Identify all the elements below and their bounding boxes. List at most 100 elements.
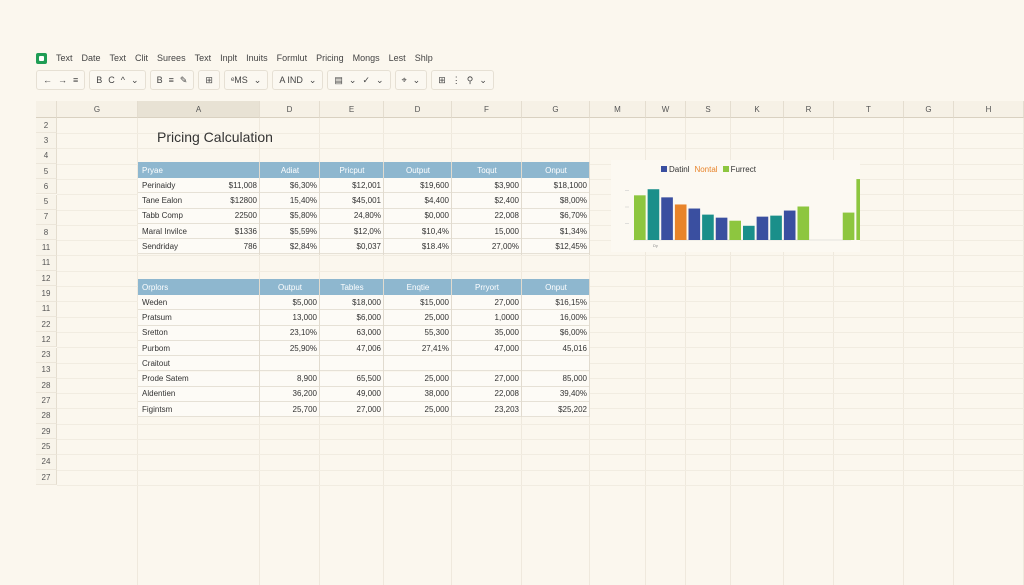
row-header[interactable]: 5 xyxy=(36,194,57,210)
chart-bar[interactable] xyxy=(715,217,728,240)
menu-item[interactable]: Pricing xyxy=(316,53,344,63)
table-cell[interactable]: 65,500 xyxy=(356,374,381,384)
table-cell[interactable]: $12800 xyxy=(230,195,257,205)
column-header[interactable]: G xyxy=(904,101,954,118)
column-header[interactable]: H xyxy=(954,101,1024,118)
column-header[interactable]: M xyxy=(590,101,646,118)
row-header[interactable]: 29 xyxy=(36,424,57,440)
table-cell[interactable]: $5,59% xyxy=(289,226,317,236)
table-cell[interactable]: $5,80% xyxy=(289,211,317,221)
table-cell[interactable]: 27,41% xyxy=(421,343,449,353)
table-cell[interactable]: $12,001 xyxy=(352,180,381,190)
table-cell[interactable]: 55,300 xyxy=(424,328,449,338)
font-select[interactable]: ᵉMS xyxy=(230,75,248,85)
table-cell[interactable]: $6,30% xyxy=(289,180,317,190)
check-icon[interactable]: ✓ xyxy=(362,74,371,85)
chart-bar[interactable] xyxy=(743,225,755,240)
table-cell[interactable]: Prode Satem xyxy=(142,374,189,384)
table-header-cell[interactable]: Enqtie xyxy=(406,282,430,292)
table-cell[interactable]: 25,90% xyxy=(289,343,317,353)
table-cell[interactable]: 27,00% xyxy=(491,241,519,251)
row-header[interactable]: 27 xyxy=(36,469,57,486)
chart-bar[interactable] xyxy=(729,220,741,240)
row-header[interactable]: 11 xyxy=(36,240,57,256)
table-cell[interactable]: 36,200 xyxy=(292,389,317,399)
table-cell[interactable]: 27,000 xyxy=(494,297,519,307)
table-cell[interactable]: $25,202 xyxy=(558,404,587,414)
table-header-cell[interactable]: Orplors xyxy=(142,282,169,292)
chart-bar[interactable] xyxy=(783,210,796,240)
row-header[interactable]: 8 xyxy=(36,225,57,241)
table-cell[interactable]: 38,000 xyxy=(424,389,449,399)
table-cell[interactable]: $3,900 xyxy=(494,180,519,190)
chevron-down-icon[interactable]: ⌄ xyxy=(131,74,139,85)
column-header[interactable]: G xyxy=(57,101,138,118)
row-header[interactable]: 5 xyxy=(36,163,57,180)
table-cell[interactable]: $5,000 xyxy=(292,297,317,307)
chart-bar[interactable] xyxy=(842,212,855,240)
table-cell[interactable] xyxy=(384,356,452,370)
table-header-cell[interactable]: Onput xyxy=(545,282,567,292)
chart-bar[interactable] xyxy=(702,214,714,240)
table-cell[interactable]: 39,40% xyxy=(559,389,587,399)
table-cell[interactable]: $12,45% xyxy=(555,241,587,251)
bold-button[interactable]: B xyxy=(96,75,103,85)
person-icon[interactable]: ⚲ xyxy=(466,74,474,85)
table-cell[interactable]: 16,00% xyxy=(559,312,587,322)
table-cell[interactable]: 786 xyxy=(243,241,257,251)
table-cell[interactable]: $19,600 xyxy=(420,180,449,190)
copy-button[interactable]: C xyxy=(108,75,115,85)
undo-icon[interactable]: ← xyxy=(43,75,52,85)
table-cell[interactable]: 22,008 xyxy=(494,389,519,399)
caret-icon[interactable]: ^ xyxy=(120,75,126,85)
table-cell[interactable]: Sretton xyxy=(142,328,168,338)
table-header-cell[interactable]: Adiat xyxy=(280,165,300,175)
row-header[interactable]: 19 xyxy=(36,286,57,302)
table-cell[interactable]: Aldentien xyxy=(142,389,176,399)
table-header-cell[interactable]: Output xyxy=(277,282,302,292)
table-cell[interactable]: 35,000 xyxy=(494,328,519,338)
menu-item[interactable]: Text xyxy=(194,53,212,63)
table-cell[interactable]: 8,900 xyxy=(296,374,317,384)
font-chevron-icon[interactable]: ⌄ xyxy=(253,74,262,85)
chart-bar[interactable] xyxy=(770,215,782,240)
table-cell[interactable]: 13,000 xyxy=(292,312,317,322)
row-header[interactable]: 28 xyxy=(36,378,57,394)
table-cell[interactable]: Tabb Comp xyxy=(142,211,183,221)
table-cell[interactable]: $16,15% xyxy=(555,297,587,307)
table-header-cell[interactable]: Pryae xyxy=(142,165,163,175)
table-cell[interactable]: 85,000 xyxy=(562,374,587,384)
row-header[interactable]: 12 xyxy=(36,271,57,287)
format-icon[interactable]: ▤ xyxy=(334,74,343,85)
table-cell[interactable]: 23,203 xyxy=(494,404,519,414)
column-header[interactable]: A xyxy=(138,101,260,118)
table-cell[interactable]: $1,34% xyxy=(559,226,587,236)
row-header[interactable]: 2 xyxy=(36,118,57,134)
column-header[interactable]: S xyxy=(686,101,731,118)
paint-chevron-icon[interactable]: ⌄ xyxy=(412,74,421,85)
paint-icon[interactable]: ⌖ xyxy=(401,74,407,85)
menu-item[interactable]: Date xyxy=(81,53,101,63)
format-chevron-icon[interactable]: ⌄ xyxy=(348,74,357,85)
table-cell[interactable]: $10,4% xyxy=(421,226,449,236)
table-cell[interactable]: Pratsum xyxy=(142,312,172,322)
table-cell[interactable]: $4,400 xyxy=(424,195,449,205)
menu-item[interactable]: Formlut xyxy=(276,53,308,63)
person-chevron-icon[interactable]: ⌄ xyxy=(479,74,487,85)
menu-item[interactable]: Inuits xyxy=(246,53,268,63)
table-cell[interactable]: $8,00% xyxy=(559,195,587,205)
chart-bar[interactable] xyxy=(856,179,868,240)
menu-item[interactable]: Text xyxy=(109,53,127,63)
table-cell[interactable]: 15,40% xyxy=(289,195,317,205)
table-cell[interactable] xyxy=(320,356,384,370)
table-cell[interactable]: $6,000 xyxy=(356,312,381,322)
table-cell[interactable]: 15,000 xyxy=(494,226,519,236)
table-cell[interactable]: Craitout xyxy=(142,358,171,368)
table-cell[interactable]: 25,000 xyxy=(424,374,449,384)
chart-bar[interactable] xyxy=(688,208,701,240)
table-cell[interactable]: $45,001 xyxy=(352,195,381,205)
table-cell[interactable]: 47,000 xyxy=(494,343,519,353)
merge-icon[interactable]: ⊞ xyxy=(438,74,446,85)
menu-item[interactable]: Shlp xyxy=(414,53,433,63)
table-cell[interactable]: 49,000 xyxy=(356,389,381,399)
